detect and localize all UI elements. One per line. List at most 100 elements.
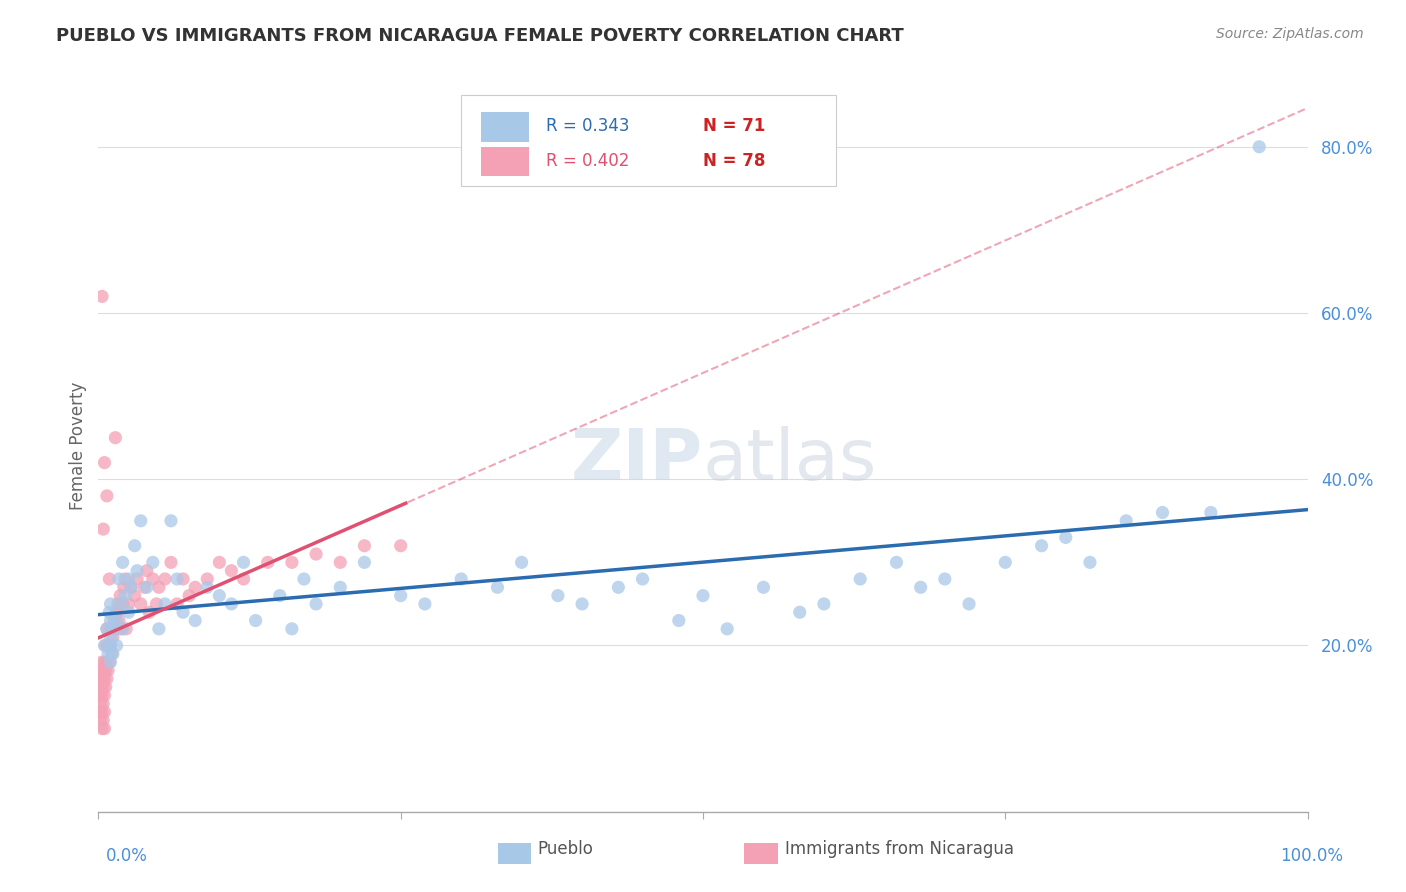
Point <box>100 614 122 628</box>
Point <box>103 614 125 628</box>
Point <box>389 589 412 603</box>
Point <box>105 639 128 653</box>
Point <box>195 572 218 586</box>
Point <box>1031 539 1053 553</box>
Point <box>135 564 157 578</box>
Point <box>111 622 134 636</box>
Point <box>115 622 138 636</box>
Point <box>195 580 218 594</box>
Point <box>105 614 128 628</box>
Point <box>305 547 328 561</box>
Point <box>97 639 120 653</box>
Point <box>142 555 165 569</box>
Text: PUEBLO VS IMMIGRANTS FROM NICARAGUA FEMALE POVERTY CORRELATION CHART: PUEBLO VS IMMIGRANTS FROM NICARAGUA FEMA… <box>56 27 904 45</box>
Point <box>510 555 533 569</box>
Point <box>184 580 207 594</box>
Point <box>135 580 157 594</box>
Point <box>98 655 121 669</box>
Point <box>269 589 291 603</box>
Point <box>232 555 254 569</box>
Point <box>120 580 142 594</box>
Point <box>129 597 152 611</box>
Text: 100.0%: 100.0% <box>1279 847 1343 865</box>
Point <box>245 614 267 628</box>
Point <box>105 605 128 619</box>
Point <box>91 289 114 303</box>
Point <box>129 514 152 528</box>
Point <box>148 622 170 636</box>
Point <box>111 597 134 611</box>
Point <box>96 622 118 636</box>
Point <box>100 639 122 653</box>
Point <box>91 672 114 686</box>
Point <box>148 580 170 594</box>
Point <box>138 605 160 619</box>
Point <box>886 555 908 569</box>
Point <box>108 572 131 586</box>
Text: atlas: atlas <box>703 426 877 495</box>
Point <box>752 580 775 594</box>
Point <box>292 572 315 586</box>
Point <box>100 639 122 653</box>
Point <box>96 489 118 503</box>
Point <box>91 655 114 669</box>
Point <box>93 705 115 719</box>
Point <box>93 655 115 669</box>
Point <box>98 572 121 586</box>
Point <box>124 589 146 603</box>
Point <box>353 555 375 569</box>
Point <box>94 664 117 678</box>
Point <box>166 572 188 586</box>
Point <box>142 572 165 586</box>
Point <box>100 630 122 644</box>
FancyBboxPatch shape <box>481 112 529 142</box>
Point <box>127 564 149 578</box>
Point <box>221 597 243 611</box>
Point <box>91 714 114 728</box>
Point <box>256 555 278 569</box>
Point <box>91 522 114 536</box>
Point <box>100 597 122 611</box>
Point <box>120 580 142 594</box>
Text: N = 78: N = 78 <box>703 152 765 169</box>
Point <box>281 555 304 569</box>
Point <box>486 580 509 594</box>
Point <box>89 705 111 719</box>
Y-axis label: Female Poverty: Female Poverty <box>69 382 87 510</box>
Point <box>179 589 201 603</box>
Point <box>134 580 156 594</box>
Point <box>1054 530 1077 544</box>
Point <box>789 605 811 619</box>
Point <box>104 431 127 445</box>
Point <box>100 647 122 661</box>
Point <box>668 614 690 628</box>
Point <box>96 622 118 636</box>
Point <box>172 605 194 619</box>
Point <box>1115 514 1137 528</box>
Point <box>110 622 132 636</box>
Point <box>910 580 932 594</box>
Point <box>90 664 112 678</box>
Point <box>849 572 872 586</box>
Point <box>153 572 176 586</box>
Point <box>112 580 135 594</box>
Point <box>90 697 112 711</box>
Text: Pueblo: Pueblo <box>537 840 593 858</box>
Point <box>994 555 1017 569</box>
Point <box>89 672 111 686</box>
Text: R = 0.402: R = 0.402 <box>546 152 628 169</box>
Text: Source: ZipAtlas.com: Source: ZipAtlas.com <box>1216 27 1364 41</box>
Point <box>93 689 115 703</box>
Text: N = 71: N = 71 <box>703 118 765 136</box>
Point <box>127 572 149 586</box>
Point <box>93 722 115 736</box>
Point <box>1249 140 1271 154</box>
Point <box>108 589 131 603</box>
Point <box>100 622 122 636</box>
Point <box>114 589 136 603</box>
Point <box>104 622 127 636</box>
Point <box>389 539 412 553</box>
Point <box>114 572 136 586</box>
Point <box>101 647 124 661</box>
Point <box>97 647 120 661</box>
